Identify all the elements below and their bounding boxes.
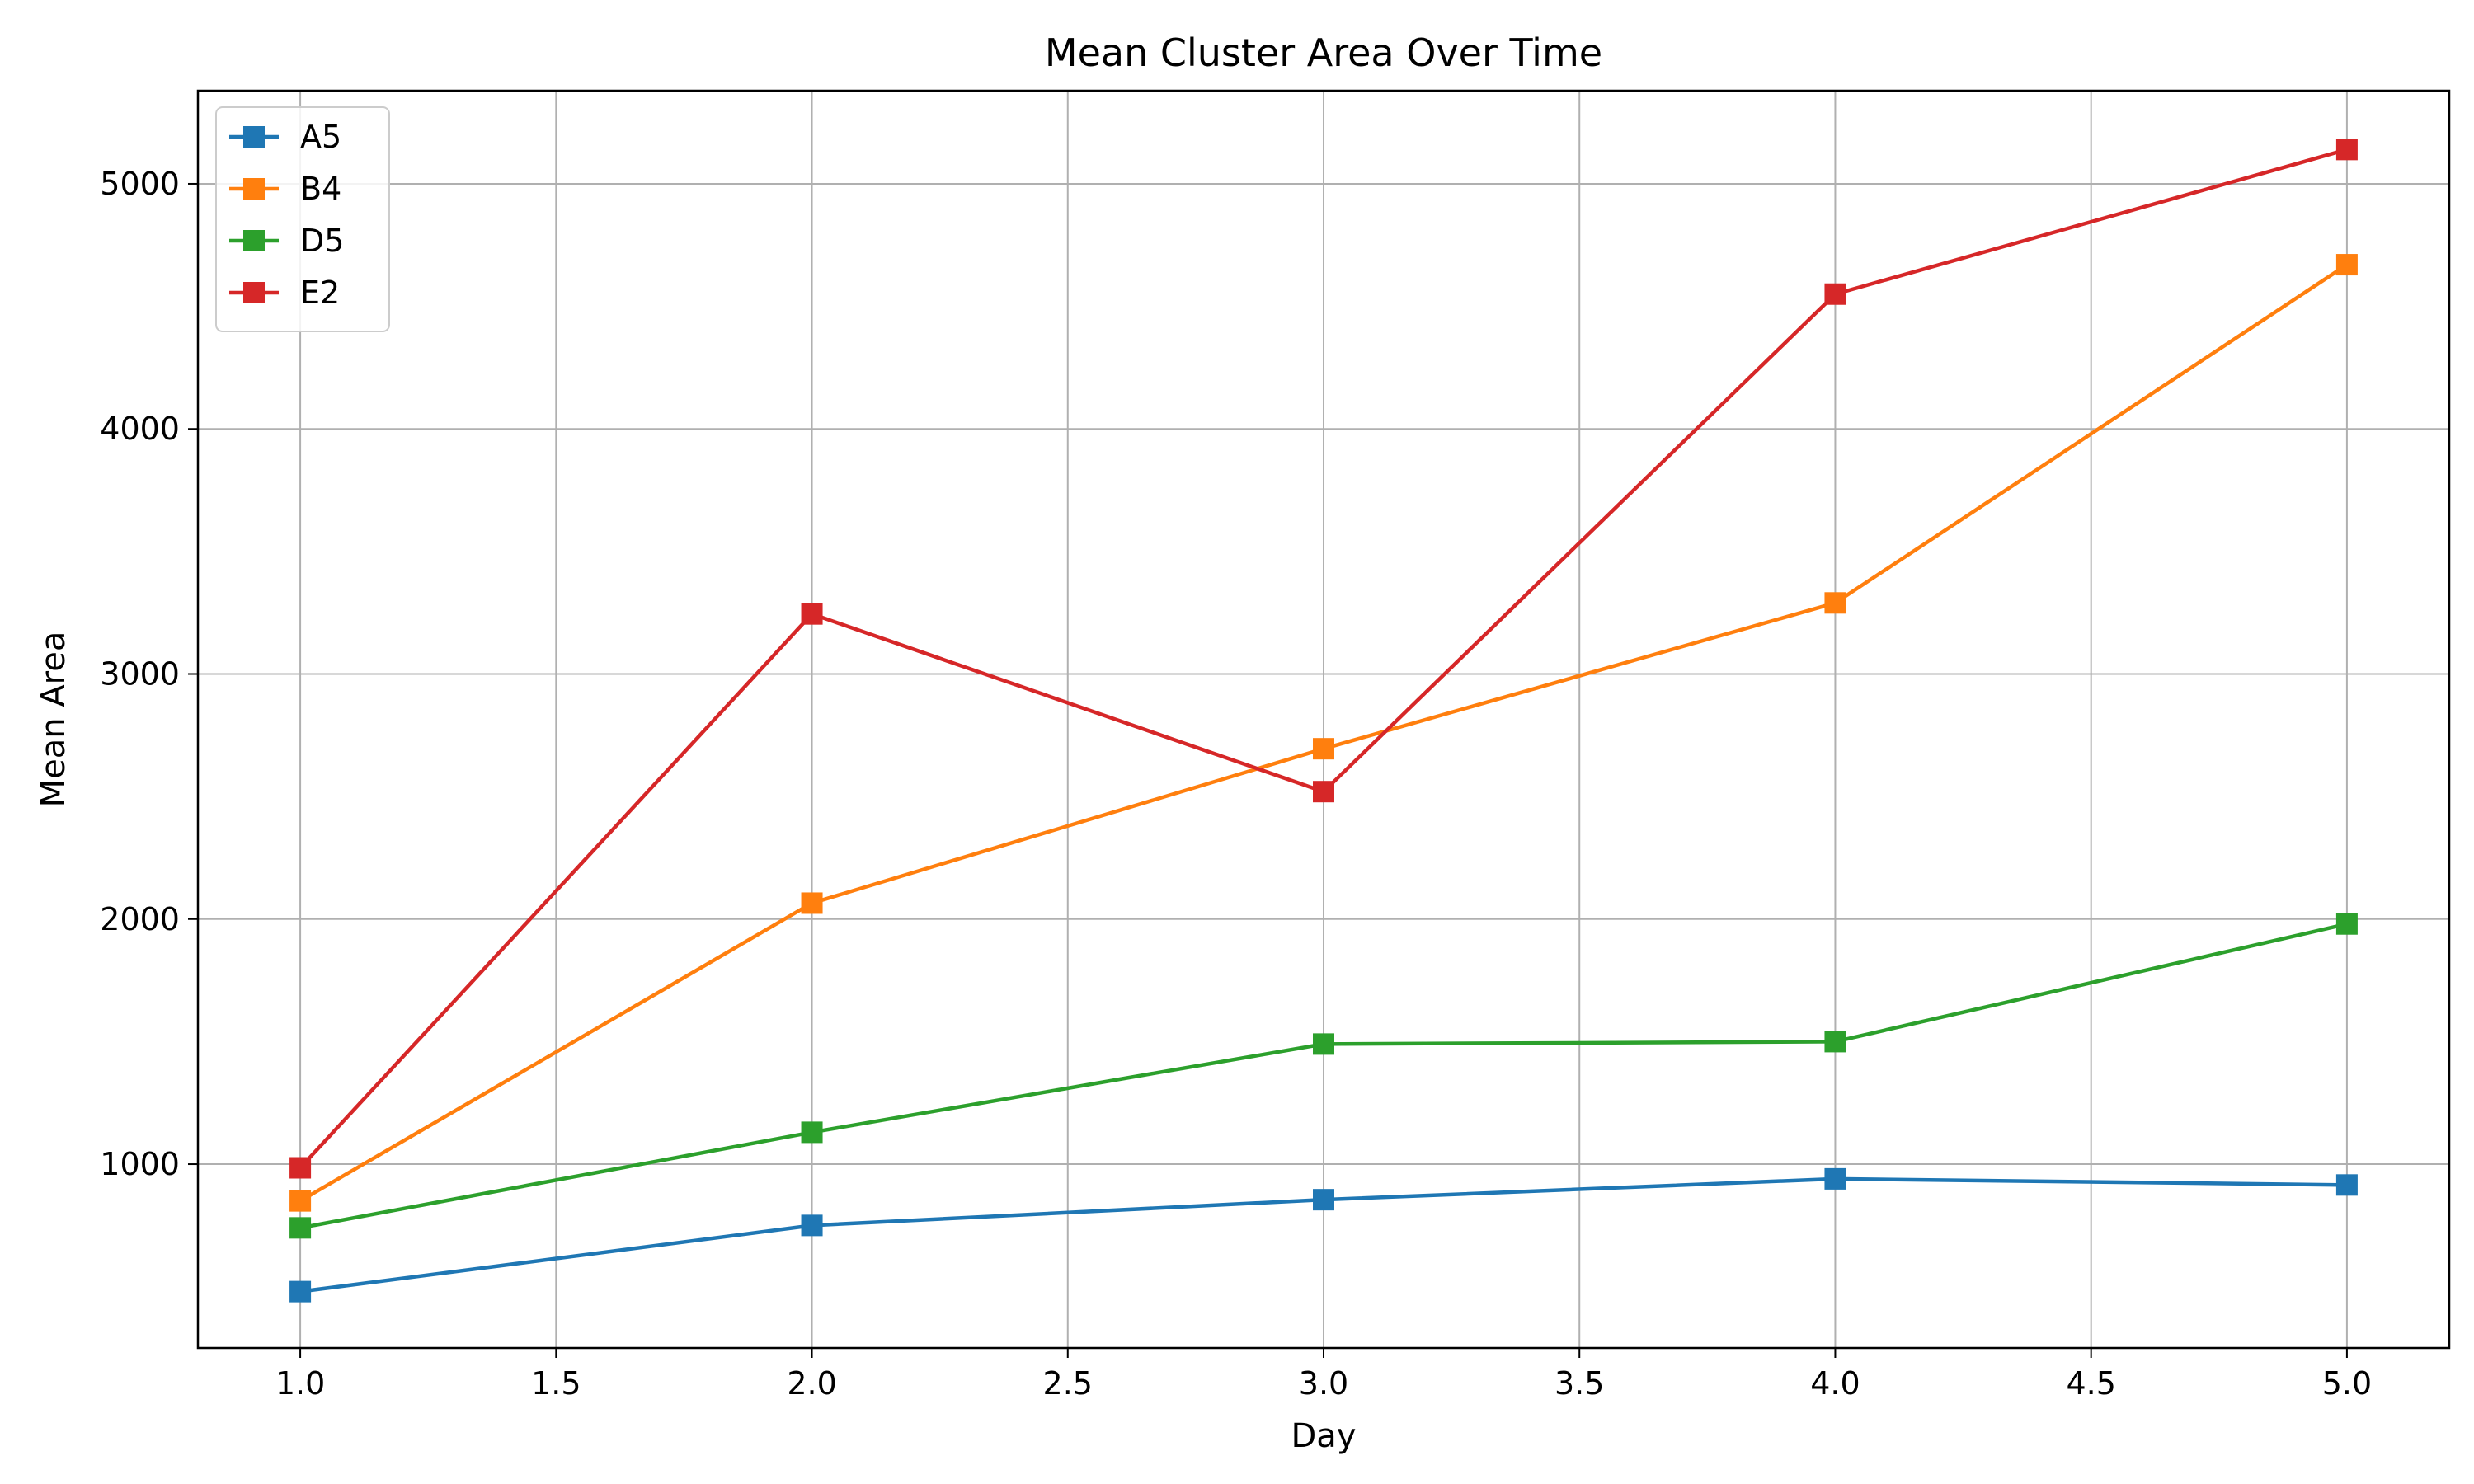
- x-tick-label: 4.5: [2066, 1365, 2115, 1402]
- y-tick-label: 1000: [100, 1146, 180, 1182]
- legend-box: [215, 106, 390, 332]
- x-axis-label: Day: [1291, 1417, 1357, 1455]
- legend-item: E2: [229, 275, 340, 311]
- data-point: [801, 603, 823, 625]
- data-point: [1313, 781, 1334, 803]
- x-tick-label: 3.5: [1554, 1365, 1604, 1402]
- series-E2: [289, 139, 2358, 1179]
- x-tick-label: 5.0: [2322, 1365, 2372, 1402]
- y-tick-label: 4000: [100, 411, 180, 447]
- legend-label: B4: [300, 171, 341, 207]
- legend-item: A5: [229, 119, 341, 155]
- chart-title: Mean Cluster Area Over Time: [1045, 31, 1602, 75]
- data-point: [801, 1214, 823, 1237]
- x-tick-label: 3.0: [1299, 1365, 1348, 1402]
- y-tick-label: 3000: [100, 656, 180, 693]
- series-layer: [289, 139, 2358, 1303]
- data-point: [1313, 1189, 1334, 1211]
- y-tick-label: 5000: [100, 166, 180, 202]
- legend-marker: [243, 178, 265, 200]
- data-point: [2335, 139, 2358, 161]
- y-axis-label: Mean Area: [35, 632, 73, 808]
- legend-item: B4: [229, 171, 341, 207]
- axis-ticks: 1.0 1.5 2.0 2.5 3.0 3.5 4.0 4.5 5.0 1000 2000 3000 4…: [100, 166, 2372, 1402]
- data-point: [801, 1121, 823, 1144]
- legend-label: A5: [300, 119, 341, 155]
- x-tick-label: 2.0: [787, 1365, 836, 1402]
- legend-label: D5: [300, 223, 344, 259]
- y-tick-label: 2000: [100, 901, 180, 937]
- data-point: [289, 1190, 312, 1212]
- data-point: [1824, 1031, 1846, 1053]
- data-point: [1824, 283, 1846, 305]
- data-point: [2335, 1174, 2358, 1196]
- legend: A5 B4 D5 E2: [215, 106, 390, 332]
- legend-marker: [243, 126, 265, 148]
- x-tick-label: 2.5: [1043, 1365, 1093, 1402]
- series-A5: [289, 1167, 2358, 1303]
- legend-marker: [243, 230, 265, 251]
- data-point: [289, 1157, 312, 1179]
- data-point: [1824, 1167, 1846, 1190]
- data-point: [2335, 913, 2358, 935]
- series-B4: [289, 254, 2358, 1212]
- series-D5: [289, 913, 2358, 1239]
- data-point: [1313, 738, 1334, 760]
- x-tick-label: 1.0: [275, 1365, 325, 1402]
- data-point: [2335, 254, 2358, 276]
- grid: [198, 91, 2449, 1348]
- data-point: [289, 1217, 312, 1239]
- legend-label: E2: [300, 275, 340, 311]
- data-point: [1824, 592, 1846, 614]
- x-tick-label: 1.5: [531, 1365, 581, 1402]
- data-point: [801, 892, 823, 914]
- x-tick-label: 4.0: [1810, 1365, 1860, 1402]
- legend-item: D5: [229, 223, 344, 259]
- data-point: [1313, 1033, 1334, 1055]
- data-point: [289, 1280, 312, 1303]
- legend-marker: [243, 282, 265, 303]
